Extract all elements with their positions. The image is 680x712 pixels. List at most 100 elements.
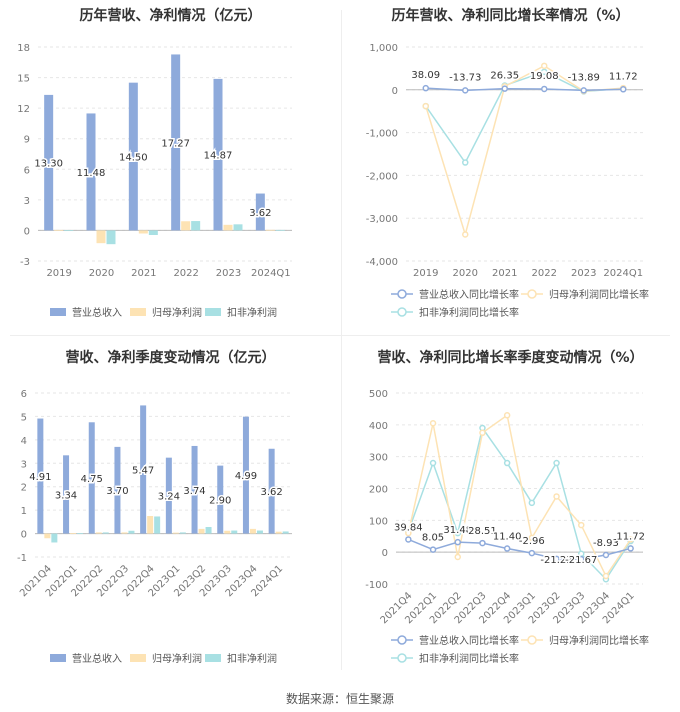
chart4-point <box>479 539 486 547</box>
chart1-bar <box>44 94 54 231</box>
chart3-bar <box>44 533 51 539</box>
chart2-legend-label: 扣非净利润同比增长率 <box>419 306 519 319</box>
chart2-point <box>422 84 429 92</box>
chart4-point <box>454 553 461 561</box>
chart3-legend-label: 归母净利润 <box>152 652 202 665</box>
chart4-data-label: 11.72 <box>616 531 645 542</box>
chart3-bar <box>128 530 135 534</box>
chart1-ytick-label: -3 <box>20 257 30 268</box>
chart3-ytick-label: 2 <box>21 483 27 494</box>
chart4-point <box>454 529 461 537</box>
chart4-data-label: 28.51 <box>468 526 497 537</box>
chart3-bar <box>70 533 77 534</box>
chart3-data-label: 3.74 <box>183 486 205 497</box>
chart4-point <box>528 534 536 542</box>
chart1-bar <box>64 230 74 232</box>
chart1-xtick-label: 2019 <box>46 268 71 279</box>
chart4-legend-label: 扣非净利润同比增长率 <box>419 652 519 665</box>
chart3-ytick-label: 4 <box>21 436 27 447</box>
chart1-bar <box>96 230 106 244</box>
chart4-point <box>503 545 511 552</box>
chart4-point <box>528 499 536 507</box>
chart3-ytick-label: 6 <box>21 389 27 400</box>
chart4-point <box>602 551 610 559</box>
chart3-ytick-label: 3 <box>21 459 27 470</box>
chart1-xtick-label: 2022 <box>173 268 198 279</box>
chart1-data-label: 14.87 <box>204 151 233 162</box>
chart3-bar <box>217 465 224 534</box>
chart1-bar <box>223 224 233 231</box>
chart2-xtick-label: 2020 <box>453 268 478 279</box>
chart1-bar <box>148 230 158 236</box>
chart4-legend-marker <box>397 635 407 645</box>
chart1-legend-label: 营业总收入 <box>72 306 122 319</box>
chart2-point <box>462 87 469 94</box>
chart4-series-line <box>407 414 632 578</box>
chart3-bar <box>95 532 102 534</box>
chart3-bar <box>114 446 121 534</box>
chart2-series-line <box>425 87 624 92</box>
chart2-legend-marker <box>397 307 407 317</box>
chart2-data-label: -13.73 <box>449 72 481 83</box>
chart1-ytick-label: 3 <box>24 196 30 207</box>
chart1-ytick-label: 15 <box>17 74 30 85</box>
chart4-point <box>503 412 511 419</box>
chart4-point <box>627 536 634 543</box>
chart3-ytick-label: 1 <box>21 506 27 517</box>
chart3-bar <box>88 422 95 534</box>
chart3-legend-label: 扣非净利润 <box>227 652 277 665</box>
quarterly-growth-rate-chart: -10001002003004005002021Q42022Q12022Q220… <box>365 389 649 665</box>
chart1-xtick-label: 2021 <box>131 268 156 279</box>
chart3-bar <box>231 530 238 534</box>
chart4-ytick-label: 200 <box>369 485 388 496</box>
chart4-series-line <box>408 538 631 560</box>
chart3-bar <box>172 532 179 534</box>
chart3-ytick-label: 0 <box>21 530 27 541</box>
chart1-bar <box>213 78 223 231</box>
chart2-legend-label: 营业总收入同比增长率 <box>419 288 519 301</box>
chart1-bar <box>138 230 148 234</box>
chart3-bar <box>249 528 256 534</box>
chart3-legend-swatch <box>50 654 66 662</box>
chart1-ytick-label: 12 <box>17 104 30 115</box>
chart3-bar <box>282 531 289 534</box>
chart4-point <box>553 459 560 467</box>
chart1-title: 历年营收、净利情况（亿元） <box>79 8 262 24</box>
chart1-bar <box>181 221 191 231</box>
chart2-point <box>541 62 548 70</box>
annual-revenue-profit-chart: -3 0 3 6 9 12 15 18 2019 2020 2021 2022 2023 2024Q1 13… <box>17 43 292 319</box>
chart1-ytick-label: 18 <box>17 43 30 54</box>
chart3-bar <box>191 445 198 534</box>
chart2-data-label: 38.09 <box>411 70 440 81</box>
chart3-bar <box>224 530 231 534</box>
chart3-data-label: 3.62 <box>261 487 283 498</box>
chart4-data-label: 8.05 <box>422 533 444 544</box>
chart2-legend-marker <box>397 289 407 299</box>
chart1-legend-swatch <box>130 308 146 316</box>
chart3-bar <box>77 533 84 534</box>
chart2-ytick-label: -1,000 <box>366 129 398 140</box>
chart4-point <box>578 555 585 563</box>
vertical-divider <box>341 10 342 670</box>
chart1-xtick-label: 2023 <box>216 268 241 279</box>
chart2-point <box>462 159 469 166</box>
chart1-xtick-label: 2020 <box>89 268 114 279</box>
chart3-data-label: 5.47 <box>132 465 154 476</box>
chart2-ytick-label: 0 <box>392 86 398 97</box>
horizontal-divider <box>10 335 670 336</box>
chart2-point <box>580 87 587 94</box>
chart4-point <box>503 459 511 467</box>
chart2-title: 历年营收、净利同比增长率情况（%） <box>391 8 630 24</box>
chart3-legend-swatch <box>205 654 221 662</box>
chart3-bar <box>242 416 249 534</box>
chart4-legend-marker <box>397 653 407 663</box>
chart1-bar <box>275 229 285 231</box>
chart1-legend-label: 扣非净利润 <box>227 306 277 319</box>
annual-growth-rate-chart: -4,000 -3,000 -2,000 -1,000 0 1,000 2019 2020 20… <box>366 43 649 319</box>
chart1-data-label: 17.27 <box>161 138 190 149</box>
data-source: 数据来源：恒生聚源 <box>285 692 394 706</box>
chart1-legend-swatch <box>205 308 221 316</box>
chart1-bar <box>191 221 201 231</box>
chart4-point <box>602 572 610 580</box>
quarterly-revenue-profit-chart: -101234562021Q42022Q12022Q22022Q32022Q42… <box>17 389 292 665</box>
